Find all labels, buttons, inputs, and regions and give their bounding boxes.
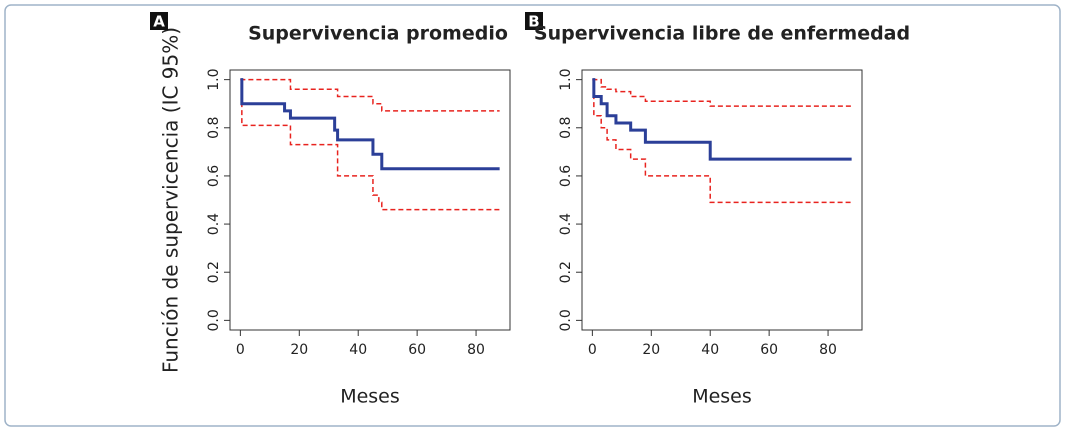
- x-tick-label: 60: [408, 342, 426, 358]
- x-tick-label: 0: [236, 342, 245, 358]
- y-tick-label: 1.0: [206, 68, 222, 90]
- y-tick-label: 0.2: [206, 261, 222, 283]
- plot-frame: [229, 69, 511, 331]
- survival-line: [240, 78, 500, 112]
- x-tick-label: 40: [349, 342, 367, 358]
- survival-line: [240, 78, 500, 211]
- y-tick-label: 0.8: [206, 117, 222, 139]
- panel-badge: [150, 12, 168, 30]
- y-tick-label: 0.6: [206, 165, 222, 187]
- y-tick-label: 0.4: [558, 213, 574, 235]
- survival-line: [592, 78, 852, 161]
- panel-label: A: [153, 13, 165, 31]
- survival-line: [592, 78, 852, 204]
- chart-title: Supervivencia libre de enfermedad: [534, 23, 910, 45]
- y-tick-label: 0.0: [206, 309, 222, 331]
- panel-label: B: [528, 13, 539, 31]
- x-axis-label: Meses: [340, 386, 400, 408]
- x-tick-label: 80: [819, 342, 837, 358]
- chart-title: Supervivencia promedio: [248, 23, 508, 45]
- frame: [4, 4, 1061, 427]
- x-tick-label: 20: [290, 342, 308, 358]
- survival-line: [240, 78, 500, 171]
- x-tick-label: 60: [760, 342, 778, 358]
- y-tick-label: 0.8: [558, 117, 574, 139]
- y-tick-label: 1.0: [558, 68, 574, 90]
- x-tick-label: 20: [642, 342, 660, 358]
- y-tick-label: 0.6: [558, 165, 574, 187]
- survival-line: [592, 78, 852, 107]
- y-tick-label: 0.2: [558, 261, 574, 283]
- y-tick-label: 0.4: [206, 213, 222, 235]
- y-axis-label: Función de supervicencia (IC 95%): [159, 27, 183, 373]
- panel-badge: [525, 12, 543, 30]
- x-tick-label: 0: [588, 342, 597, 358]
- x-tick-label: 40: [701, 342, 719, 358]
- x-axis-label: Meses: [692, 386, 752, 408]
- x-tick-label: 80: [467, 342, 485, 358]
- plot-frame: [581, 69, 863, 331]
- y-tick-label: 0.0: [558, 309, 574, 331]
